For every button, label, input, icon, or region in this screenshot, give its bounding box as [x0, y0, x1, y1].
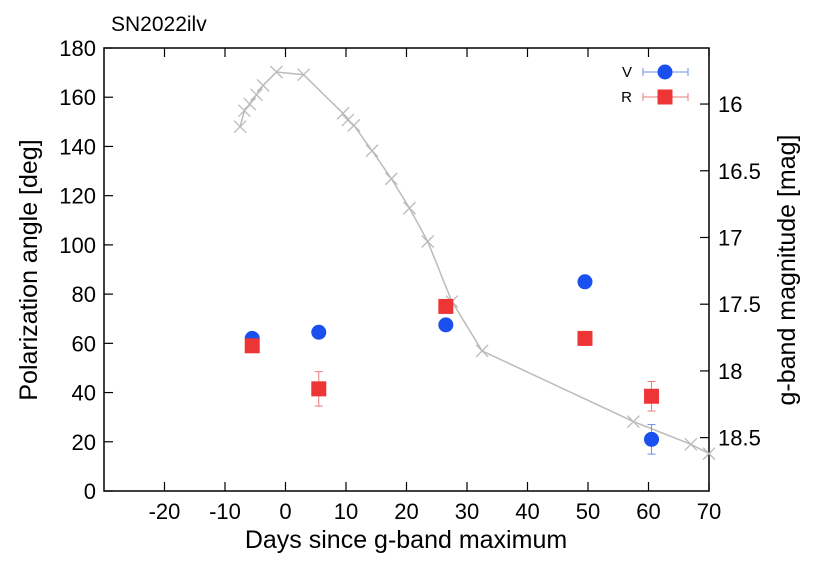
square-marker	[577, 330, 593, 346]
y-tick-label: 120	[59, 184, 96, 209]
x-marker-stroke	[256, 78, 270, 92]
light-curve-point	[421, 235, 435, 248]
y-tick-label: 100	[59, 233, 96, 258]
square-marker	[311, 381, 327, 397]
x-marker-stroke	[626, 415, 640, 429]
y2-tick-label: 18.5	[718, 426, 761, 451]
light-curve-point	[403, 201, 416, 215]
light-curve-point	[269, 65, 283, 79]
circle-marker	[311, 324, 327, 340]
light-curve-point	[365, 144, 379, 158]
x-tick-label: 10	[334, 499, 358, 524]
x-axis-label: Days since g-band maximum	[245, 526, 567, 554]
x-marker-stroke	[233, 120, 247, 134]
point-R	[438, 298, 454, 314]
light-curve-point	[384, 172, 398, 186]
axis-ticks-layer: -20 -10 0 10 20 30 40 50 60 70 0 20 40 60 80 100 120 140 1…	[59, 36, 761, 524]
y-axis-label: Polarization angle [deg]	[15, 139, 43, 400]
point-V	[438, 317, 454, 333]
point-R	[644, 380, 660, 412]
light-curve-point	[626, 415, 640, 429]
x-tick-label: -20	[149, 499, 181, 524]
square-marker	[438, 298, 454, 314]
point-V	[644, 424, 660, 455]
x-marker-stroke	[336, 106, 350, 120]
y2-tick-label: 18	[718, 359, 742, 384]
x-marker-stroke	[243, 97, 257, 111]
x-tick-label: 0	[279, 499, 291, 524]
x-marker-stroke	[347, 118, 361, 132]
y2-tick-label: 16.5	[718, 159, 761, 184]
x-tick-label: 70	[697, 499, 721, 524]
x-tick-label: 30	[455, 499, 479, 524]
x-tick-label: 60	[636, 499, 660, 524]
light-curve-point	[475, 344, 489, 358]
y-tick-label: 180	[59, 36, 96, 61]
point-V	[577, 274, 593, 290]
light-curve-point	[250, 88, 263, 102]
light-curve-layer	[233, 65, 716, 461]
light-curve-point	[684, 437, 698, 451]
light-curve-point	[233, 120, 247, 134]
square-marker	[644, 388, 660, 404]
y-tick-label: 60	[72, 331, 96, 356]
x-marker-stroke	[684, 437, 698, 451]
light-curve-line	[239, 71, 710, 455]
circle-marker	[438, 317, 454, 333]
point-R	[244, 338, 260, 354]
y2-tick-label: 17	[718, 225, 742, 250]
x-tick-label: 50	[576, 499, 600, 524]
polarization-points-layer	[244, 274, 660, 455]
circle-marker	[577, 274, 593, 290]
light-curve-point	[336, 106, 350, 120]
x-marker-stroke	[403, 201, 416, 215]
y-tick-label: 20	[72, 430, 96, 455]
plot-frame	[103, 47, 710, 492]
chart-title: SN2022ilv	[111, 13, 207, 36]
x-marker-stroke	[384, 172, 398, 186]
x-marker-stroke	[269, 65, 283, 79]
legend: VR	[621, 64, 689, 106]
x-tick-label: 20	[394, 499, 418, 524]
square-marker	[244, 338, 260, 354]
light-curve-point	[237, 104, 251, 118]
x-marker-stroke	[237, 104, 251, 118]
x-tick-label: -10	[209, 499, 241, 524]
x-marker-stroke	[297, 68, 311, 82]
legend-entry-V: V	[622, 64, 689, 81]
x-marker-stroke	[702, 447, 716, 461]
x-marker-stroke	[365, 144, 379, 158]
legend-label: V	[622, 64, 632, 81]
legend-circle-marker	[657, 64, 673, 80]
legend-entry-R: R	[621, 89, 689, 106]
x-tick-label: 40	[515, 499, 539, 524]
y-tick-label: 80	[72, 282, 96, 307]
legend-square-marker	[657, 89, 673, 105]
light-curve-point	[702, 447, 716, 461]
circle-marker	[644, 431, 660, 447]
x-marker-stroke	[475, 344, 489, 358]
y2-axis-label: g-band magnitude [mag]	[773, 134, 801, 405]
point-R	[577, 330, 593, 346]
y-tick-label: 140	[59, 134, 96, 159]
x-marker-stroke	[421, 235, 435, 248]
legend-label: R	[621, 89, 632, 106]
y-tick-label: 160	[59, 85, 96, 110]
light-curve-point	[297, 68, 311, 82]
light-curve-point	[243, 97, 257, 111]
x-marker-stroke	[250, 88, 263, 102]
y2-tick-label: 17.5	[718, 292, 761, 317]
y-tick-label: 40	[72, 381, 96, 406]
point-R	[311, 371, 327, 407]
light-curve-point	[347, 118, 361, 132]
point-V	[311, 324, 327, 340]
light-curve-point	[256, 78, 270, 92]
y-tick-label: 0	[84, 479, 96, 504]
y2-tick-label: 16	[718, 92, 742, 117]
